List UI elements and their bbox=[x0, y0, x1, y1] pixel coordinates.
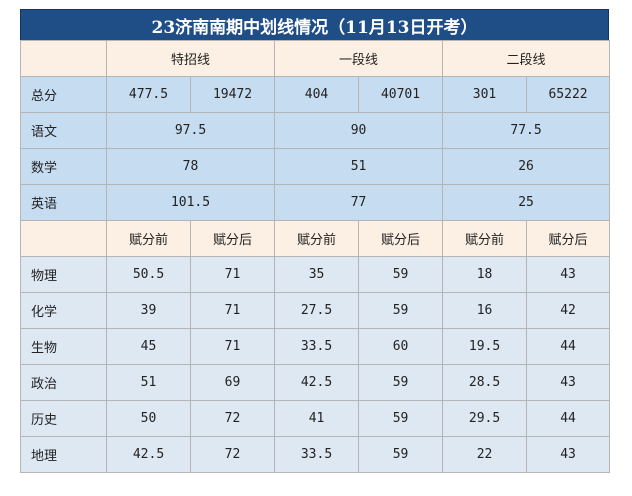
row-label: 化学 bbox=[20, 292, 107, 329]
table-cell: 50 bbox=[106, 400, 191, 437]
group-header-tier2: 二段线 bbox=[442, 40, 611, 77]
table-cell: 28.5 bbox=[442, 364, 528, 401]
row-label: 语文 bbox=[20, 112, 107, 149]
table-cell: 16 bbox=[442, 292, 528, 329]
table-cell: 25 bbox=[442, 184, 611, 221]
cutoff-table: 特招线 一段线 二段线 总分 477.5 19472 404 40701 301… bbox=[20, 40, 611, 473]
sub-header-cell: 赋分后 bbox=[189, 220, 276, 257]
group-header-tier1: 一段线 bbox=[274, 40, 444, 77]
sub-header-cell: 赋分前 bbox=[274, 220, 360, 257]
score-table-container: 23济南南期中划线情况（11月13日开考） 特招线 一段线 二段线 总分 477… bbox=[20, 9, 611, 473]
sub-header-row: 赋分前 赋分后 赋分前 赋分后 赋分前 赋分后 bbox=[20, 220, 611, 257]
table-cell: 33.5 bbox=[274, 436, 360, 473]
table-cell: 404 bbox=[274, 76, 360, 113]
table-cell: 59 bbox=[358, 436, 444, 473]
table-cell: 65222 bbox=[526, 76, 611, 113]
corner-cell bbox=[20, 220, 107, 257]
table-cell: 72 bbox=[189, 400, 276, 437]
table-cell: 77.5 bbox=[442, 112, 611, 149]
table-cell: 18 bbox=[442, 256, 528, 293]
table-cell: 77 bbox=[274, 184, 444, 221]
table-cell: 33.5 bbox=[274, 328, 360, 365]
group-header-row: 特招线 一段线 二段线 bbox=[20, 40, 611, 77]
row-label: 英语 bbox=[20, 184, 107, 221]
sub-header-cell: 赋分前 bbox=[106, 220, 191, 257]
row-label: 总分 bbox=[20, 76, 107, 113]
sub-header-cell: 赋分后 bbox=[526, 220, 611, 257]
table-cell: 97.5 bbox=[105, 112, 276, 149]
table-cell: 78 bbox=[105, 148, 276, 185]
table-cell: 51 bbox=[274, 148, 444, 185]
row-label: 政治 bbox=[20, 364, 107, 401]
table-cell: 42 bbox=[526, 292, 611, 329]
row-label: 物理 bbox=[20, 256, 107, 293]
sub-header-cell: 赋分前 bbox=[442, 220, 528, 257]
table-cell: 72 bbox=[189, 436, 276, 473]
page-title: 23济南南期中划线情况（11月13日开考） bbox=[20, 9, 609, 40]
row-label: 历史 bbox=[20, 400, 107, 437]
row-label: 地理 bbox=[20, 436, 107, 473]
corner-cell bbox=[20, 40, 107, 77]
table-cell: 44 bbox=[526, 328, 611, 365]
table-cell: 43 bbox=[526, 364, 611, 401]
table-row: 物理 50.5 71 35 59 18 43 bbox=[20, 256, 611, 293]
table-cell: 59 bbox=[358, 256, 444, 293]
table-cell: 71 bbox=[189, 256, 276, 293]
table-cell: 59 bbox=[358, 292, 444, 329]
table-row: 英语 101.5 77 25 bbox=[20, 184, 611, 221]
group-header-special: 特招线 bbox=[105, 40, 276, 77]
table-cell: 26 bbox=[442, 148, 611, 185]
table-row: 政治 51 69 42.5 59 28.5 43 bbox=[20, 364, 611, 401]
table-cell: 59 bbox=[358, 364, 444, 401]
table-row: 历史 50 72 41 59 29.5 44 bbox=[20, 400, 611, 437]
table-cell: 50.5 bbox=[106, 256, 191, 293]
table-cell: 19.5 bbox=[442, 328, 528, 365]
sub-header-cell: 赋分后 bbox=[358, 220, 444, 257]
table-cell: 29.5 bbox=[442, 400, 528, 437]
table-cell: 40701 bbox=[358, 76, 444, 113]
table-cell: 301 bbox=[442, 76, 528, 113]
table-cell: 35 bbox=[274, 256, 360, 293]
table-cell: 59 bbox=[358, 400, 444, 437]
table-cell: 60 bbox=[358, 328, 444, 365]
table-cell: 69 bbox=[189, 364, 276, 401]
row-label: 数学 bbox=[20, 148, 107, 185]
table-cell: 71 bbox=[189, 328, 276, 365]
table-cell: 71 bbox=[189, 292, 276, 329]
table-cell: 90 bbox=[274, 112, 444, 149]
total-row: 总分 477.5 19472 404 40701 301 65222 bbox=[20, 76, 611, 113]
table-cell: 39 bbox=[106, 292, 191, 329]
table-cell: 45 bbox=[106, 328, 191, 365]
table-cell: 27.5 bbox=[274, 292, 360, 329]
table-cell: 43 bbox=[526, 436, 611, 473]
table-row: 数学 78 51 26 bbox=[20, 148, 611, 185]
table-cell: 41 bbox=[274, 400, 360, 437]
table-cell: 42.5 bbox=[106, 436, 191, 473]
table-cell: 44 bbox=[526, 400, 611, 437]
table-cell: 477.5 bbox=[106, 76, 191, 113]
table-cell: 42.5 bbox=[274, 364, 360, 401]
table-cell: 19472 bbox=[189, 76, 276, 113]
table-row: 化学 39 71 27.5 59 16 42 bbox=[20, 292, 611, 329]
table-cell: 51 bbox=[106, 364, 191, 401]
table-row: 生物 45 71 33.5 60 19.5 44 bbox=[20, 328, 611, 365]
row-label: 生物 bbox=[20, 328, 107, 365]
table-cell: 43 bbox=[526, 256, 611, 293]
table-cell: 101.5 bbox=[105, 184, 276, 221]
table-cell: 22 bbox=[442, 436, 528, 473]
table-row: 语文 97.5 90 77.5 bbox=[20, 112, 611, 149]
table-row: 地理 42.5 72 33.5 59 22 43 bbox=[20, 436, 611, 473]
